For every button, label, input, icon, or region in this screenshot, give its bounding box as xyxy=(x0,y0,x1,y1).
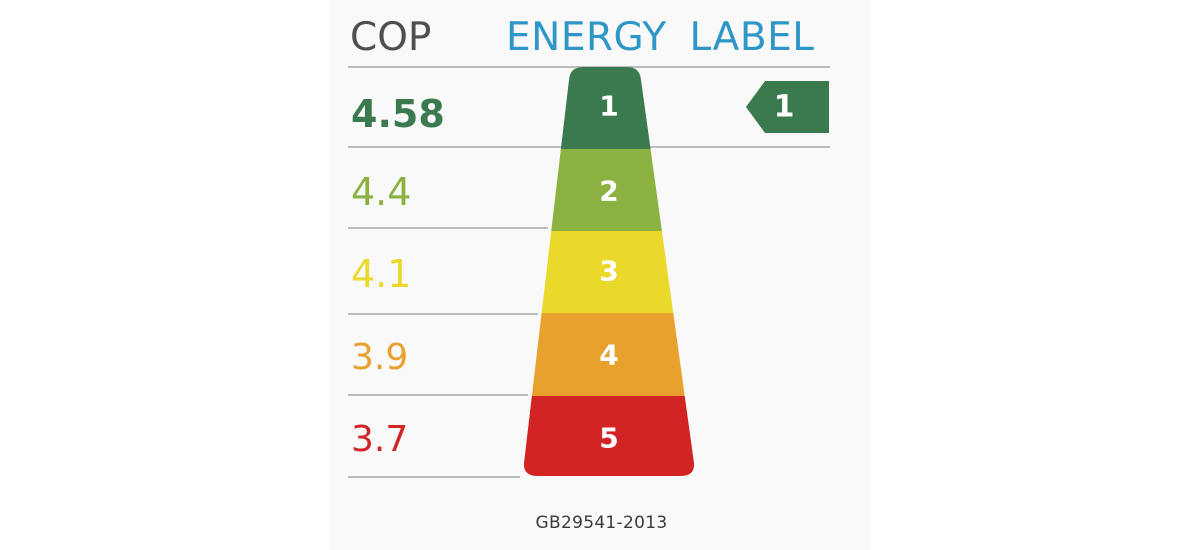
row-divider xyxy=(348,227,548,229)
grade-number-3: 3 xyxy=(599,255,618,288)
cop-column-header: COP xyxy=(350,15,432,60)
current-grade-arrow xyxy=(746,81,829,133)
current-grade-number: 1 xyxy=(774,90,795,125)
cop-value-grade-3: 4.1 xyxy=(351,252,412,296)
grade-band-4 xyxy=(523,313,695,396)
grade-number-2: 2 xyxy=(599,175,618,208)
cop-value-grade-4: 3.9 xyxy=(351,337,409,378)
row-divider xyxy=(348,476,520,478)
grade-number-5: 5 xyxy=(599,422,618,455)
grade-number-4: 4 xyxy=(599,339,618,372)
standard-code: GB29541-2013 xyxy=(535,513,668,533)
cop-value-grade-1: 4.58 xyxy=(351,92,445,136)
cop-value-grade-2: 4.4 xyxy=(351,170,412,214)
energy-label-title: ENERGY LABEL xyxy=(506,15,815,60)
cop-value-grade-5: 3.7 xyxy=(351,419,409,460)
grade-band-5 xyxy=(523,396,695,476)
row-divider xyxy=(348,394,528,396)
row-divider xyxy=(348,313,538,315)
grade-number-1: 1 xyxy=(599,90,618,123)
